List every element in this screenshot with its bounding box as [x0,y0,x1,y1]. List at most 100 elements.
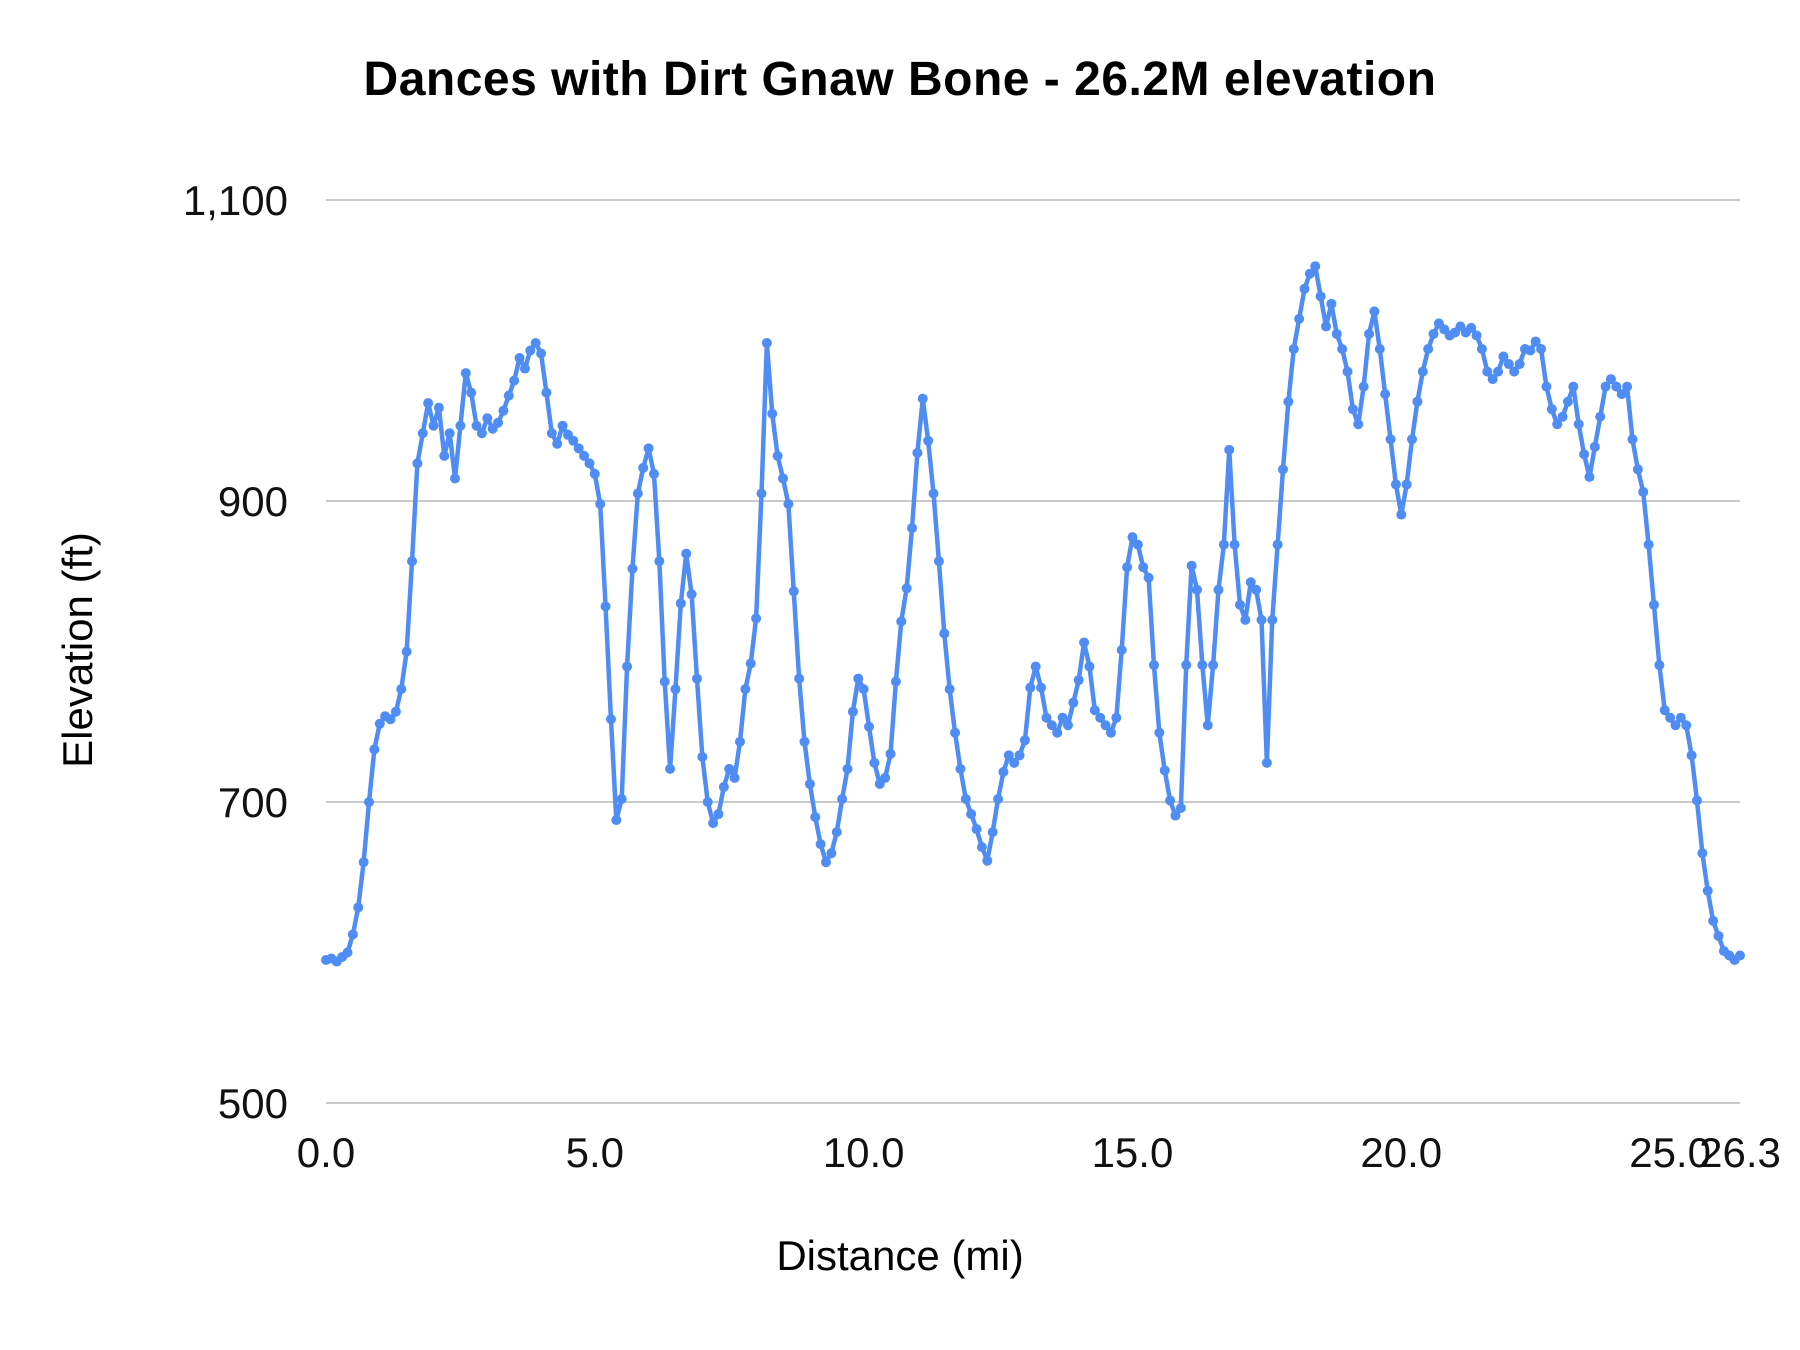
data-point [541,387,552,398]
data-point [1691,795,1702,806]
data-point [681,548,692,559]
data-point [1390,479,1401,490]
data-point [1584,471,1595,482]
data-point [1648,599,1659,610]
data-point [638,462,649,473]
data-point [1111,712,1122,723]
data-point [1541,381,1552,392]
data-point [1417,366,1428,377]
x-tick-label: 25.0 [1629,1129,1711,1176]
data-point [1116,644,1127,655]
data-point [1105,727,1116,738]
data-point [745,658,756,669]
x-tick-label: 5.0 [566,1129,624,1176]
data-point [756,488,767,499]
data-point [858,684,869,695]
data-point [1165,795,1176,806]
data-point [794,673,805,684]
data-point [1095,712,1106,723]
data-point [579,450,590,461]
data-point [1503,359,1514,370]
x-axis-title: Distance (mi) [776,1232,1024,1279]
x-tick-label: 10.0 [823,1129,905,1176]
data-point [1380,389,1391,400]
data-point [1186,560,1197,571]
data-point [1374,343,1385,354]
data-point [1041,712,1052,723]
y-tick-label: 500 [218,1080,288,1127]
data-point [955,763,966,774]
data-point [697,751,708,762]
data-point [772,450,783,461]
data-point [713,809,724,820]
data-point [1294,313,1305,324]
data-point [1493,366,1504,377]
data-point [364,797,375,807]
data-point [665,763,676,774]
data-point [552,438,563,449]
data-point [971,824,982,835]
data-point [740,684,751,695]
data-point [493,417,504,428]
data-point [1245,577,1256,588]
data-point [1471,330,1482,341]
data-point [396,684,407,695]
data-point [417,428,428,439]
data-point [1654,660,1665,671]
data-point [1202,720,1213,731]
data-point [1665,712,1676,723]
data-point [1138,562,1149,573]
data-point [1347,404,1358,415]
data-point [616,793,627,804]
data-point [466,387,477,398]
data-point [928,488,939,499]
data-point [1407,434,1418,445]
data-point [1191,584,1202,595]
data-point [1562,396,1573,407]
data-point [1670,720,1681,731]
data-point [643,443,654,454]
data-point [1428,328,1439,339]
data-point [1272,539,1283,550]
data-point [514,353,525,364]
data-point [1218,539,1229,550]
data-point [1638,486,1649,497]
data-point [536,348,547,359]
data-point [1084,661,1095,672]
data-point [1476,343,1487,354]
data-point [724,763,735,774]
data-point [1299,283,1310,294]
data-point [1579,449,1590,460]
x-tick-label: 20.0 [1360,1129,1442,1176]
data-point [853,673,864,684]
data-point [691,673,702,684]
data-point [1686,750,1697,761]
data-point [976,842,987,853]
data-point [1288,343,1299,354]
data-point [1337,343,1348,354]
data-point [1181,660,1192,671]
data-point [1509,366,1520,377]
data-point [1079,637,1090,648]
data-point [1267,614,1278,625]
data-point [1030,661,1041,672]
data-point [1546,404,1557,415]
data-point [729,772,740,783]
data-point [1062,720,1073,731]
data-point [439,450,450,461]
data-point [1159,765,1170,776]
data-point [777,473,788,484]
data-point [1256,614,1267,625]
data-point [1251,584,1262,595]
data-point [374,718,385,729]
data-point [1423,343,1434,354]
data-point [1611,381,1622,392]
data-point [1046,720,1057,731]
data-point [810,812,821,823]
x-tick-label: 26.3 [1699,1129,1781,1176]
data-point [595,499,606,510]
data-point [1342,366,1353,377]
data-point [1143,572,1154,583]
data-point [1122,562,1133,573]
